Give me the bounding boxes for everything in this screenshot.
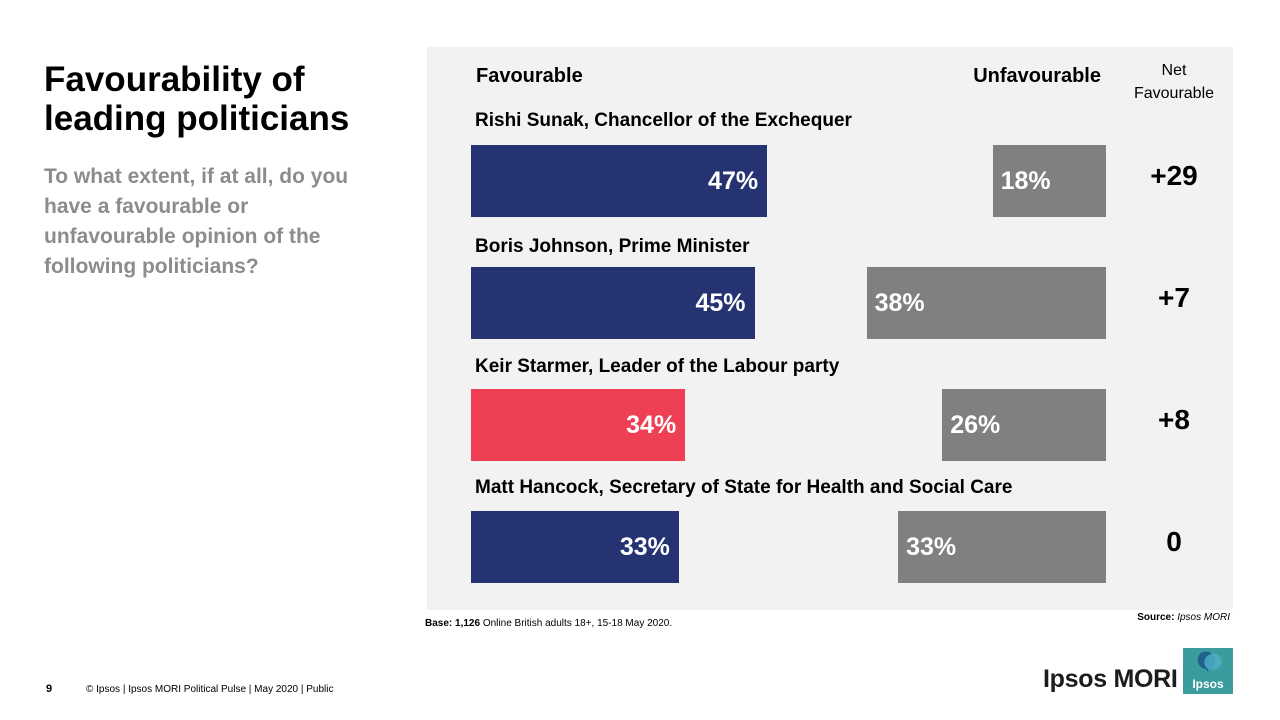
unfavourable-value-label: 26% [950, 411, 1001, 439]
source-note: Source: Ipsos MORI [1137, 612, 1230, 623]
ipsos-badge-text: Ipsos [1192, 677, 1224, 691]
politician-label: Rishi Sunak, Chancellor of the Exchequer [475, 110, 852, 131]
net-favourable-value: +29 [1150, 160, 1198, 191]
ipsos-logo-badge: Ipsos [1183, 648, 1233, 694]
favourable-value-label: 33% [619, 533, 670, 561]
slide-title: Favourability of leading politicians [44, 60, 350, 138]
chart-panel: Favourable Unfavourable Net Favourable R… [427, 47, 1233, 610]
unfavourable-value-label: 18% [1000, 167, 1051, 195]
politician-label: Boris Johnson, Prime Minister [475, 236, 750, 257]
unfavourable-value-label: 38% [874, 289, 925, 317]
source-value: Ipsos MORI [1177, 612, 1230, 623]
unfavourable-bar: 18% [992, 145, 1106, 217]
unfavourable-header: Unfavourable [973, 65, 1101, 87]
source-label: Source: [1137, 612, 1175, 623]
unfavourable-value-label: 33% [906, 533, 957, 561]
favourable-bar: 34% [471, 389, 686, 461]
net-favourable-value: +7 [1158, 282, 1190, 313]
favourable-bar: 45% [471, 267, 755, 339]
net-favourable-value: +8 [1158, 404, 1190, 435]
page-number: 9 [46, 683, 53, 695]
base-label: Base: [425, 618, 453, 629]
favourable-value-label: 47% [708, 167, 759, 195]
politician-label: Keir Starmer, Leader of the Labour party [475, 356, 840, 377]
base-note: Base: 1,126 Online British adults 18+, 1… [425, 618, 672, 629]
unfavourable-bar: 26% [942, 389, 1106, 461]
favourable-value-label: 45% [695, 289, 746, 317]
slide-subtitle: To what extent, if at all, do you have a… [44, 165, 349, 278]
net-favourable-value: 0 [1166, 526, 1182, 557]
politician-label: Matt Hancock, Secretary of State for Hea… [475, 477, 1013, 498]
favourable-bar: 47% [471, 145, 768, 217]
favourable-value-label: 34% [626, 411, 677, 439]
favourable-bar: 33% [471, 511, 679, 583]
ipsos-mori-wordmark: Ipsos MORI [1043, 665, 1178, 693]
unfavourable-bar: 33% [898, 511, 1106, 583]
base-value: 1,126 [455, 618, 481, 629]
favourable-header: Favourable [476, 65, 583, 87]
net-favourable-header: Net Favourable [1121, 59, 1227, 105]
net-header-line-2: Favourable [1133, 85, 1215, 102]
net-header-line-1: Net [1161, 62, 1187, 79]
ipsos-logo-mark-icon [1197, 651, 1222, 672]
unfavourable-bar: 38% [866, 267, 1106, 339]
footer-text: © Ipsos | Ipsos MORI Political Pulse | M… [86, 684, 334, 695]
base-text: Online British adults 18+, 15-18 May 202… [482, 618, 673, 629]
